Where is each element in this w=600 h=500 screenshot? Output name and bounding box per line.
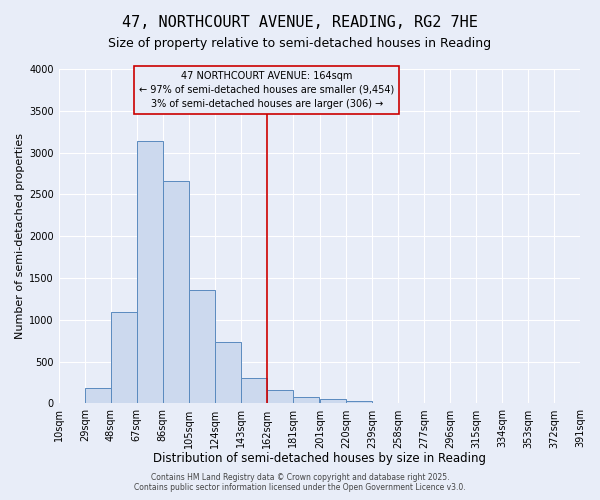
Bar [346, 401, 372, 404]
Bar [189, 290, 215, 404]
Bar [267, 390, 293, 404]
Text: 47 NORTHCOURT AVENUE: 164sqm
← 97% of semi-detached houses are smaller (9,454)
3: 47 NORTHCOURT AVENUE: 164sqm ← 97% of se… [139, 70, 394, 108]
Bar [372, 402, 398, 404]
Text: 47, NORTHCOURT AVENUE, READING, RG2 7HE: 47, NORTHCOURT AVENUE, READING, RG2 7HE [122, 15, 478, 30]
Bar [137, 141, 163, 404]
Bar [320, 400, 346, 404]
Text: Size of property relative to semi-detached houses in Reading: Size of property relative to semi-detach… [109, 38, 491, 51]
Bar [163, 181, 189, 404]
Bar [241, 378, 267, 404]
Y-axis label: Number of semi-detached properties: Number of semi-detached properties [15, 133, 25, 339]
Bar [293, 397, 319, 404]
Text: Contains HM Land Registry data © Crown copyright and database right 2025.
Contai: Contains HM Land Registry data © Crown c… [134, 473, 466, 492]
X-axis label: Distribution of semi-detached houses by size in Reading: Distribution of semi-detached houses by … [153, 452, 486, 465]
Bar [111, 312, 137, 404]
Bar [85, 388, 111, 404]
Bar [215, 342, 241, 404]
